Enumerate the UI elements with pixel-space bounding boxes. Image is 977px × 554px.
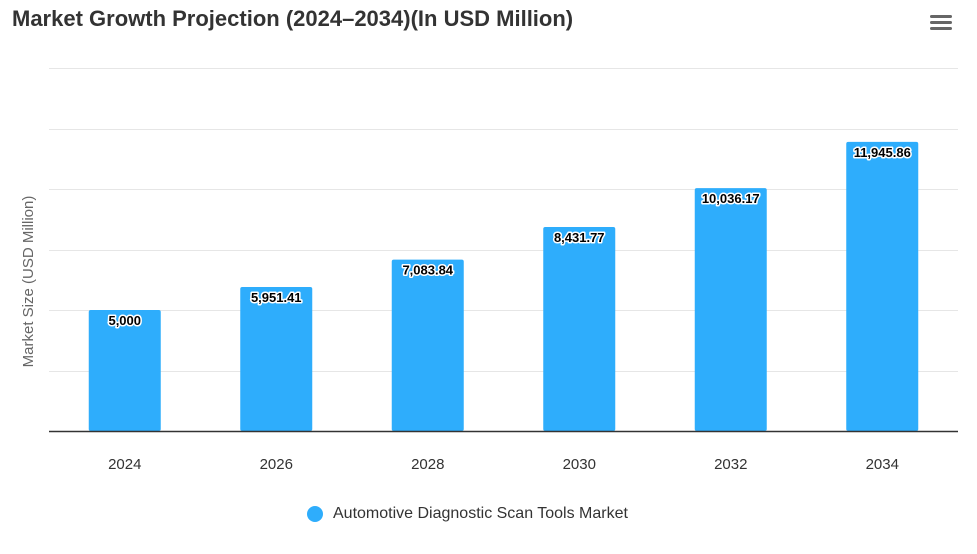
menu-bar [930,27,952,30]
bar-2024[interactable] [88,310,161,431]
data-label-2032: 10,036.17 [702,191,760,206]
chart-title: Market Growth Projection (2024–2034)(In … [12,6,574,31]
menu-bar [930,15,952,18]
data-labels: 5,000 5,951.41 7,083.84 8,431.77 10,036.17 11… [107,143,912,329]
data-label-2026: 5,951.41 [251,290,302,305]
x-tick-label-2028: 2028 [411,456,444,473]
x-tick-label-2026: 2026 [260,456,293,473]
menu-bar [930,21,952,24]
y-axis-label: Market Size (USD Million) [20,196,37,368]
x-tick-label-2032: 2032 [714,456,747,473]
legend-marker [307,506,323,522]
x-tick-label-2024: 2024 [108,456,141,473]
bar-2034[interactable] [846,141,919,431]
bar-2026[interactable] [240,286,313,431]
hamburger-menu-icon[interactable] [926,10,954,36]
x-tick-label-2030: 2030 [563,456,596,473]
data-label-2024: 5,000 [108,313,141,328]
x-tick-label-2034: 2034 [866,456,899,473]
legend-item[interactable]: Automotive Diagnostic Scan Tools Market [307,504,628,524]
data-label-2034: 11,945.86 [854,145,911,160]
x-axis-ticks: 2024 2026 2028 2030 2032 2034 [108,456,899,473]
data-label-2028: 7,083.84 [402,263,453,278]
data-label-2030: 8,431.77 [554,230,605,245]
bars [88,141,919,431]
legend-label: Automotive Diagnostic Scan Tools Market [333,505,628,522]
bar-2028[interactable] [391,259,464,431]
bar-2032[interactable] [694,188,767,431]
bar-2030[interactable] [543,226,616,431]
grid-lines [49,68,958,372]
